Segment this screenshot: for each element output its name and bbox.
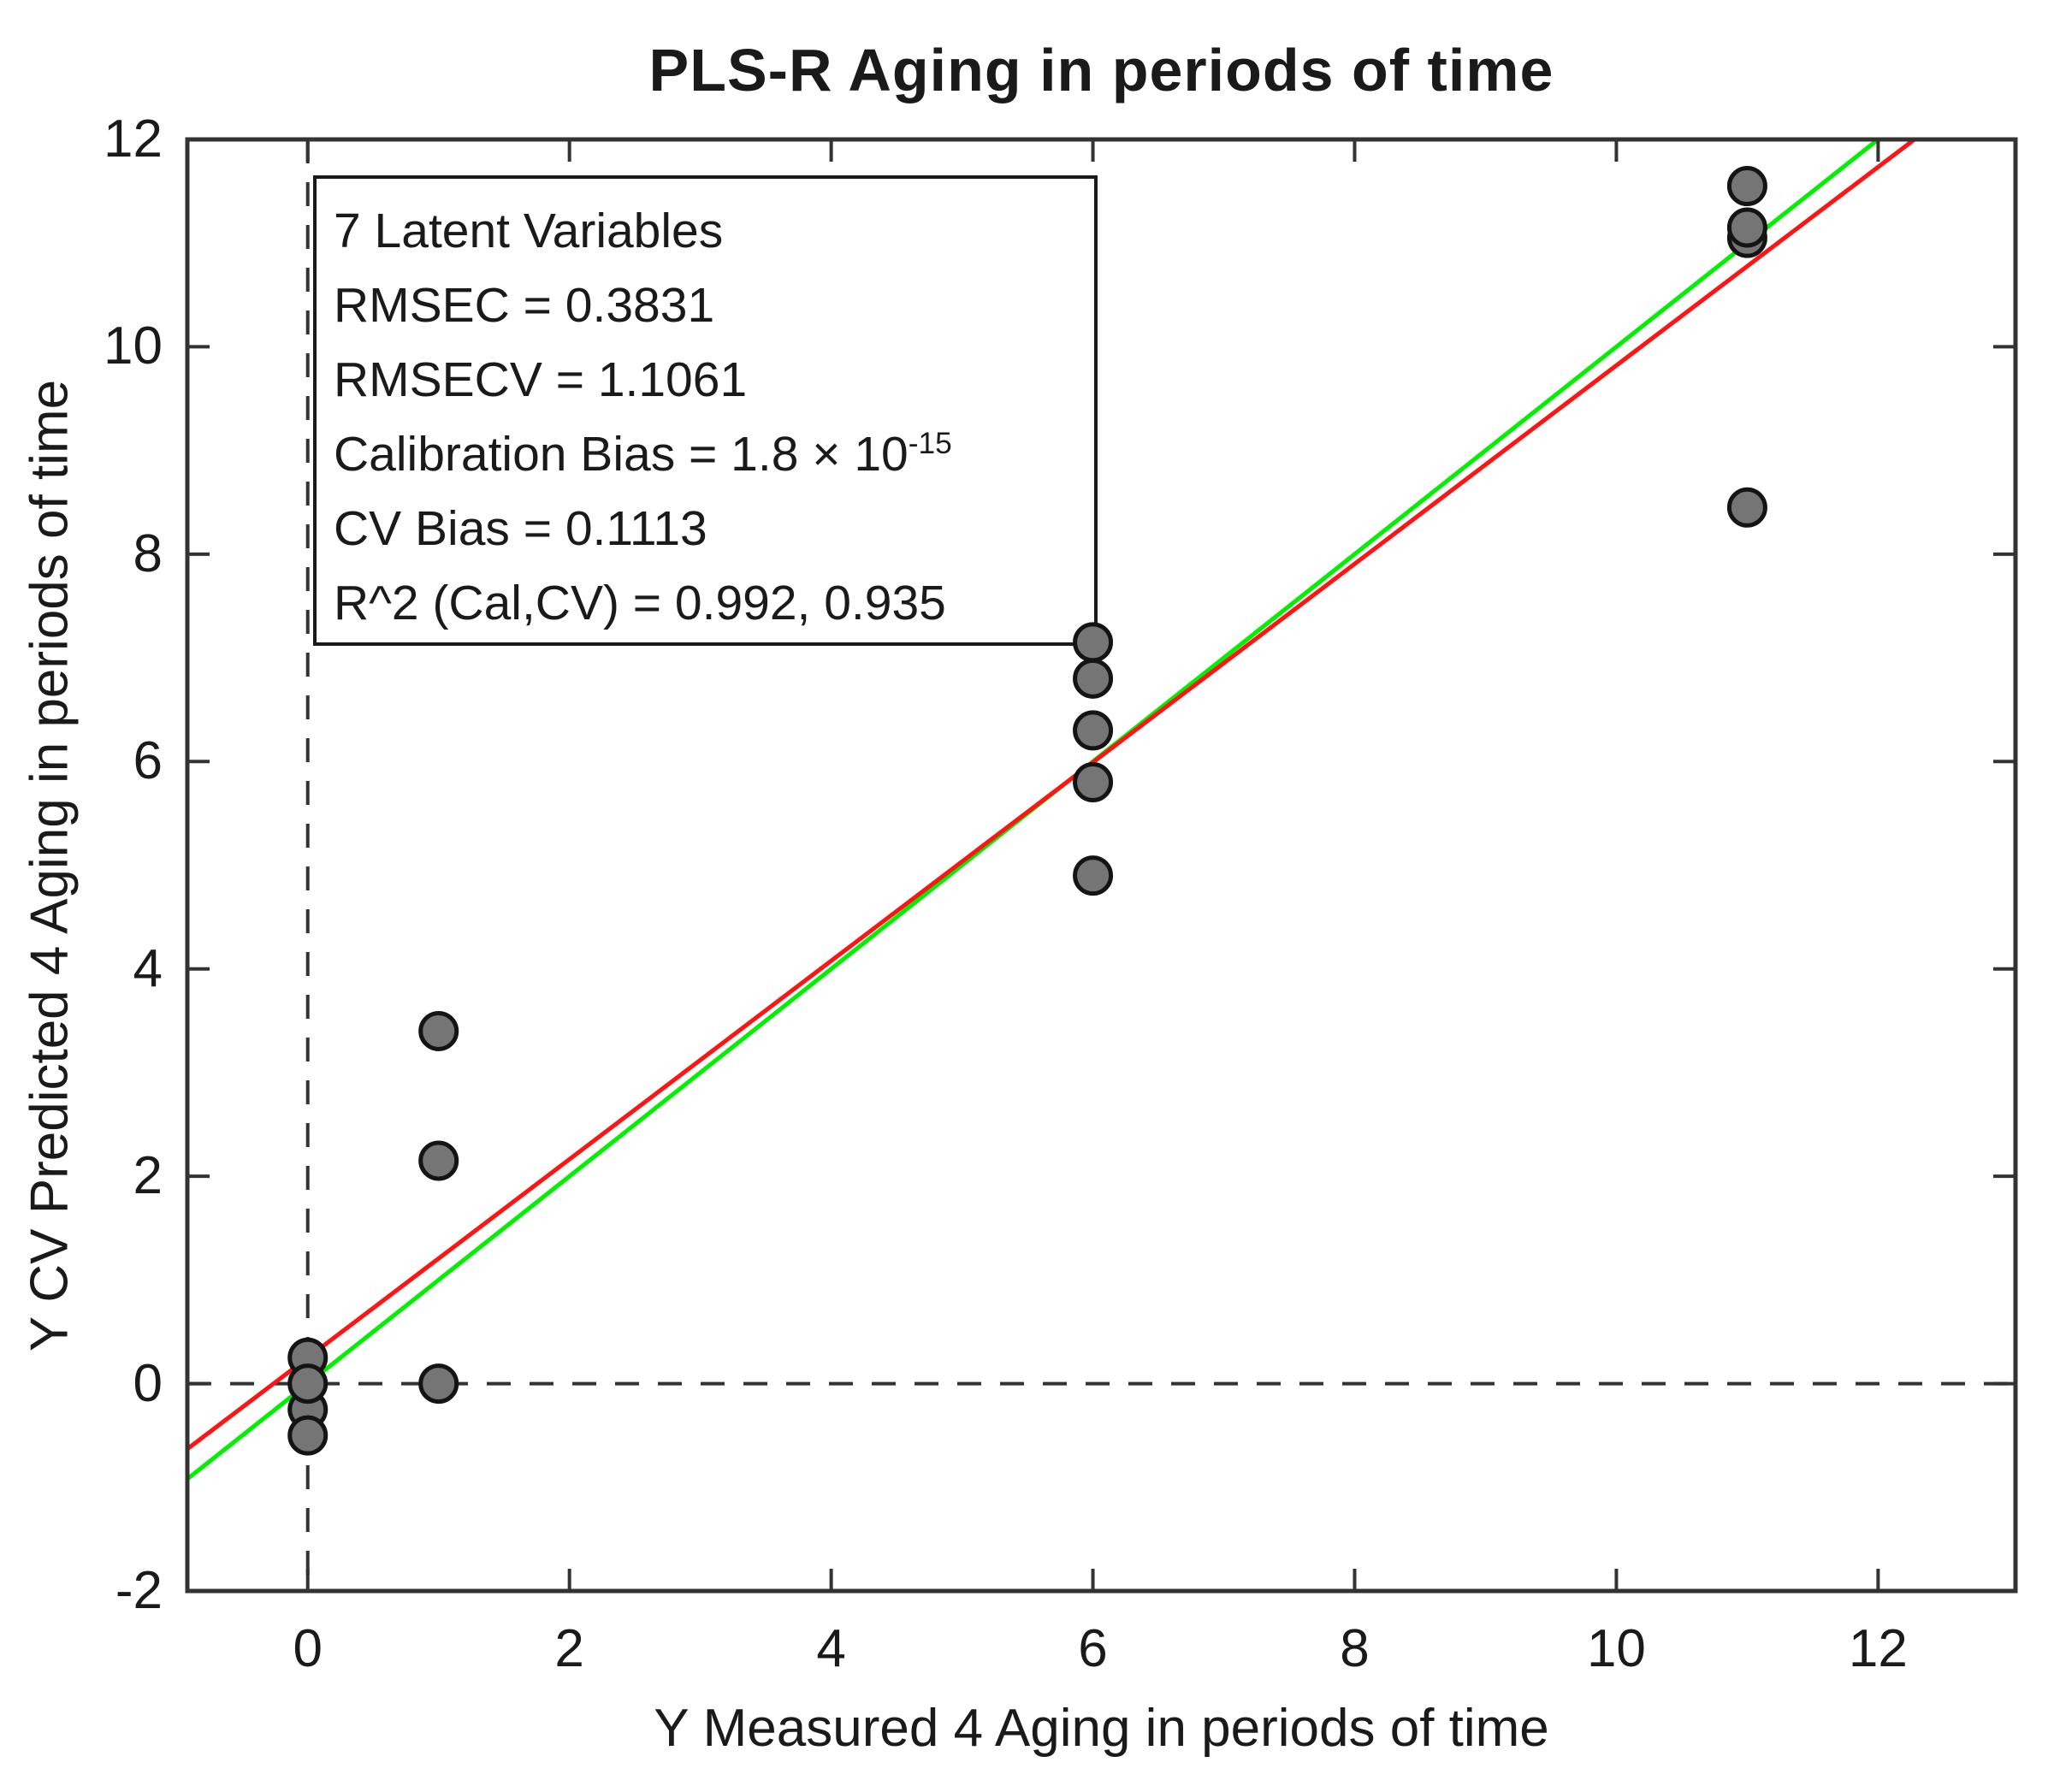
x-tick-label: 8 — [1340, 1619, 1370, 1678]
y-tick-label: -2 — [115, 1561, 163, 1620]
y-tick-label: 4 — [133, 938, 163, 998]
data-point — [1073, 762, 1114, 803]
annotation-line: R^2 (Cal,CV) = 0.992, 0.935 — [334, 576, 946, 630]
stats-annotation-box: 7 Latent Variables RMSEC = 0.3831 RMSECV =… — [313, 175, 1098, 646]
y-tick-label: 6 — [133, 731, 163, 791]
annotation-line: 7 Latent Variables — [334, 204, 724, 258]
x-tick-label: 10 — [1586, 1619, 1646, 1678]
annotation-line: CV Bias = 0.1113 — [334, 501, 707, 556]
x-tick-label: 2 — [554, 1619, 584, 1678]
annotation-line: RMSEC = 0.3831 — [334, 278, 715, 333]
y-tick-label: 12 — [104, 109, 163, 169]
data-point — [287, 1363, 329, 1405]
data-point — [1726, 487, 1767, 528]
axes-box — [185, 137, 2018, 1594]
y-tick-label: 8 — [133, 523, 163, 583]
x-tick-label: 0 — [293, 1619, 323, 1678]
data-point — [418, 1363, 459, 1405]
y-tick-label: 10 — [104, 316, 163, 376]
y-tick-label: 2 — [133, 1146, 163, 1206]
chart-title: PLS-R Aging in periods of time — [648, 37, 1554, 103]
data-point — [1073, 622, 1114, 663]
y-tick-label: 0 — [133, 1353, 163, 1413]
annotation-superscript: -15 — [908, 427, 952, 460]
data-point — [287, 1415, 329, 1456]
data-point — [418, 1140, 459, 1181]
x-tick-label: 12 — [1848, 1619, 1908, 1678]
stats-annotation-lines: 7 Latent Variables RMSEC = 0.3831 RMSECV =… — [334, 194, 1086, 641]
annotation-line: RMSECV = 1.1061 — [334, 352, 748, 407]
data-point — [1073, 710, 1114, 751]
data-point — [418, 1010, 459, 1051]
data-point — [1073, 855, 1114, 896]
x-axis-label: Y Measured 4 Aging in periods of time — [654, 1699, 1549, 1758]
data-point — [1726, 207, 1767, 248]
x-tick-label: 4 — [816, 1619, 846, 1678]
data-point — [1726, 166, 1767, 207]
annotation-line: Calibration Bias = 1.8 × 10-15 — [334, 427, 952, 482]
regression-line — [186, 138, 1916, 1451]
x-tick-label: 6 — [1078, 1619, 1108, 1678]
data-point — [1073, 658, 1114, 699]
